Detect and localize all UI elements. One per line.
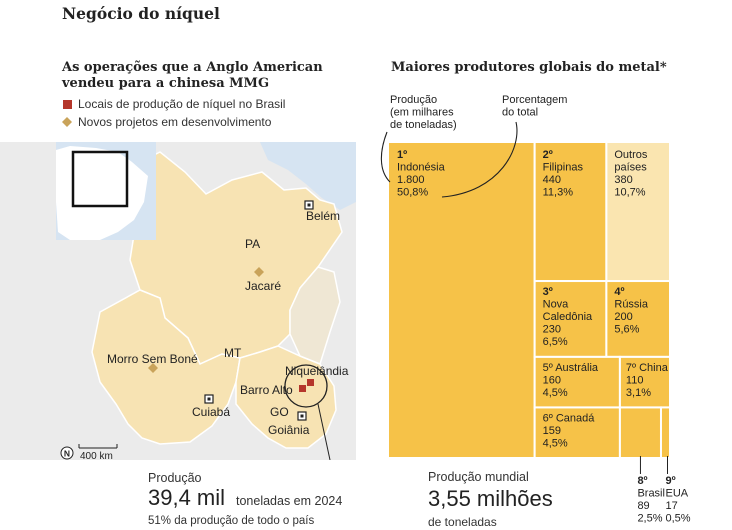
city-label-cuiaba: Cuiabá	[192, 405, 230, 419]
city-label-belem: Belém	[306, 209, 340, 223]
inset-highlight-box	[71, 150, 129, 208]
treemap-label-eua: 9º EUA 17 0,5%	[665, 475, 690, 525]
state-label-pa: PA	[245, 237, 260, 251]
legend-label: Locais de produção de níquel no Brasil	[78, 97, 286, 111]
treemap-block-russia	[605, 280, 671, 358]
treemap-label-indonesia: 1º Indonésia 1.800 50,8%	[397, 149, 446, 199]
treemap-block-brasil	[618, 406, 662, 460]
state-neighbor	[289, 266, 341, 365]
production-note: 51% da produção de todo o país	[148, 515, 315, 527]
project-morro-marker	[148, 363, 158, 373]
treemap-label-australia: 5º Austrália 160 4,5%	[543, 362, 599, 399]
ocean-area	[260, 142, 356, 210]
treemap-title: Maiores produtores globais do metal*	[391, 60, 667, 75]
world-total-label: Produção mundial	[428, 470, 529, 484]
world-total-unit: de toneladas	[428, 515, 497, 529]
treemap-block-nova-caledonia	[533, 280, 608, 358]
inset-land	[56, 146, 148, 240]
city-label-goiania: Goiânia	[268, 423, 310, 437]
treemap-block-china	[618, 355, 672, 409]
city-goiania-marker	[297, 411, 307, 421]
state-mt	[91, 289, 241, 445]
site-label-niquelandia: Niquelândia	[285, 364, 349, 378]
treemap-label-outros-paises: Outros países 380 10,7%	[614, 149, 648, 199]
treemap-block-eua	[659, 406, 671, 460]
site-niquelandia-marker	[307, 379, 314, 386]
treemap-block-australia	[533, 355, 621, 409]
svg-text:N: N	[64, 449, 70, 459]
square-marker-icon	[62, 99, 72, 109]
production-label: Produção	[148, 471, 202, 485]
city-belem-marker	[304, 200, 314, 210]
page-title: Negócio do níquel	[62, 4, 220, 23]
treemap-block-filipinas	[533, 141, 608, 283]
treemap-block-indonesia	[387, 141, 536, 459]
legend-item-projects: Novos projetos em desenvolvimento	[62, 115, 271, 129]
annotation-production: Produção (em milhares de toneladas)	[390, 94, 457, 131]
city-cuiaba-marker	[204, 394, 214, 404]
project-label-jacare: Jacaré	[245, 279, 281, 293]
project-label-morro: Morro Sem Boné	[107, 352, 198, 366]
callout-line	[317, 403, 331, 460]
state-label-mt: MT	[224, 346, 242, 360]
state-label-go: GO	[270, 405, 289, 419]
north-arrow-icon: N	[60, 446, 74, 460]
treemap-label-russia: 4º Rússia 200 5,6%	[614, 286, 649, 336]
scale-label: 400 km	[80, 451, 113, 460]
brazil-map: Belém PA Jacaré MT Morro Sem Boné Niquel…	[0, 142, 356, 460]
state-go	[235, 345, 337, 449]
site-barro-alto-marker	[299, 385, 306, 392]
annotation-percent: Porcentagem do total	[502, 94, 567, 119]
project-jacare-marker	[254, 267, 264, 277]
treemap-label-brasil: 8º Brasil 89 2,5%	[637, 475, 665, 525]
production-value: 39,4 mil	[148, 485, 226, 510]
production-unit: toneladas em 2024	[236, 494, 343, 508]
diamond-marker-icon	[62, 117, 72, 127]
map-subtitle: As operações que a Anglo American vendeu…	[62, 60, 323, 91]
treemap-label-canada: 6º Canadá 159 4,5%	[543, 412, 596, 449]
treemap-chart: 1º Indonésia 1.800 50,8% 2º Filipinas 440 11,3%…	[380, 94, 691, 525]
treemap-label-nova-caledonia: 3º Nova Caledônia 230 6,5%	[543, 286, 593, 348]
annotation-arc-production	[380, 131, 391, 183]
site-label-barro-alto: Barro Alto	[240, 383, 293, 397]
treemap-label-filipinas: 2º Filipinas 440 11,3%	[543, 149, 584, 199]
treemap-block-outros-paises	[605, 141, 671, 283]
legend-item-production: Locais de produção de níquel no Brasil	[62, 97, 285, 111]
highlight-circle	[284, 364, 328, 408]
treemap-label-china: 7º China 110 3,1%	[626, 362, 669, 399]
annotation-arc-percent	[441, 121, 518, 198]
legend-label: Novos projetos em desenvolvimento	[78, 115, 272, 129]
scale-bar	[78, 444, 118, 449]
world-total-value: 3,55 milhões	[428, 486, 553, 511]
